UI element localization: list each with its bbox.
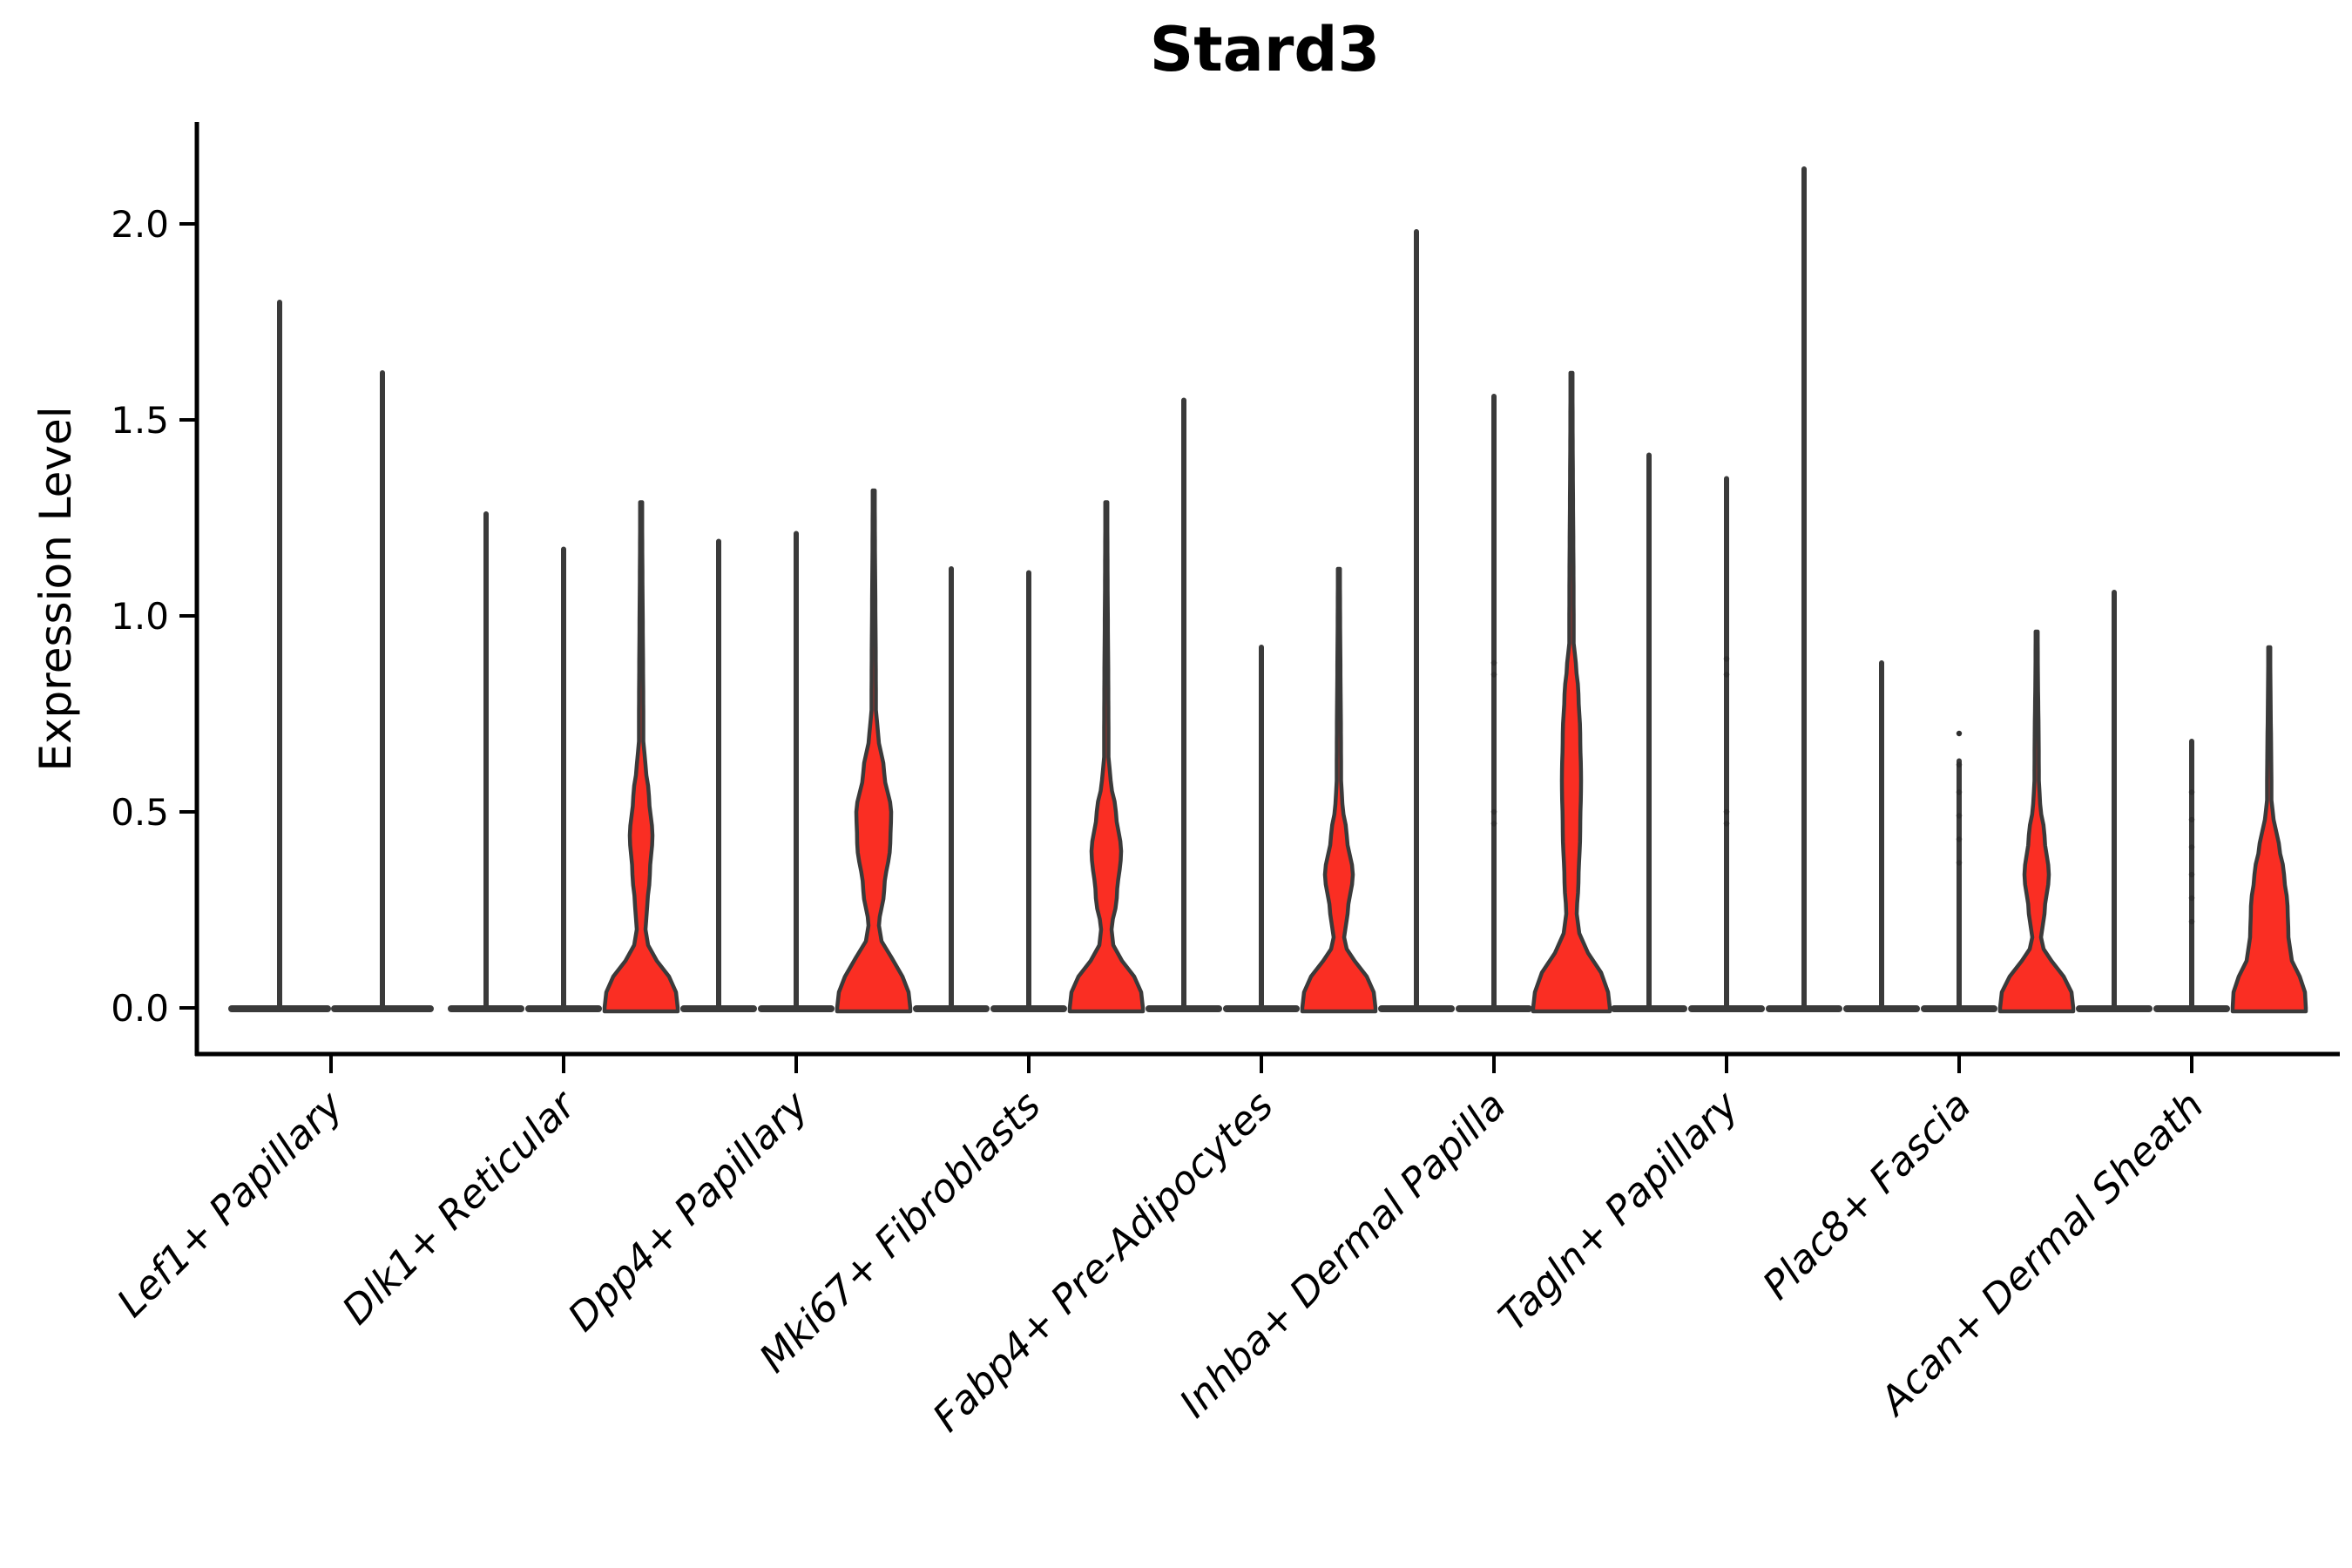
data-point-dot — [2188, 816, 2195, 823]
violin-filled — [1067, 500, 1146, 1014]
x-tick-label: Lef1+ Papillary — [108, 1081, 353, 1326]
data-point-dot — [1956, 730, 1963, 737]
violin-filled — [1300, 566, 1378, 1014]
y-tick-label: 1.5 — [111, 399, 169, 442]
data-point-dot — [1956, 789, 1963, 795]
x-tick-label: Dlk1+ Reticular — [333, 1081, 585, 1334]
data-point-dot — [1723, 808, 1730, 815]
y-tick-label: 1.0 — [111, 595, 169, 638]
data-point-dot — [2188, 895, 2195, 902]
x-tick-label: Dpp4+ Papillary — [559, 1081, 818, 1340]
data-point-dot — [1956, 836, 1963, 842]
x-tick-label: Tagln+ Papillary — [1490, 1081, 1748, 1340]
y-tick-label: 2.0 — [111, 203, 169, 246]
data-point-dot — [1490, 821, 1497, 827]
violin-filled — [1997, 629, 2076, 1014]
violin-filled — [1531, 370, 1612, 1014]
data-point-dot — [1490, 672, 1497, 678]
violin-filled — [835, 488, 913, 1014]
data-point-dot — [1490, 808, 1497, 815]
data-point-dot — [1956, 813, 1963, 819]
chart-title: Stard3 — [1149, 14, 1381, 85]
violin-filled — [602, 500, 680, 1014]
data-point-dot — [1723, 656, 1730, 662]
data-point-dot — [2188, 918, 2195, 925]
data-point-dot — [2188, 844, 2195, 850]
x-tick-label: Plac8+ Fascia — [1754, 1082, 1980, 1308]
y-tick-label: 0.0 — [111, 987, 169, 1030]
violin-filled — [2230, 645, 2308, 1014]
data-point-dot — [1956, 860, 1963, 866]
data-point-dot — [1490, 659, 1497, 666]
data-point-dot — [1723, 821, 1730, 827]
data-point-dot — [2188, 789, 2195, 795]
y-tick-label: 0.5 — [111, 791, 169, 834]
data-point-dot — [1723, 672, 1730, 678]
data-point-dot — [1956, 761, 1963, 768]
data-point-dot — [2188, 871, 2195, 878]
